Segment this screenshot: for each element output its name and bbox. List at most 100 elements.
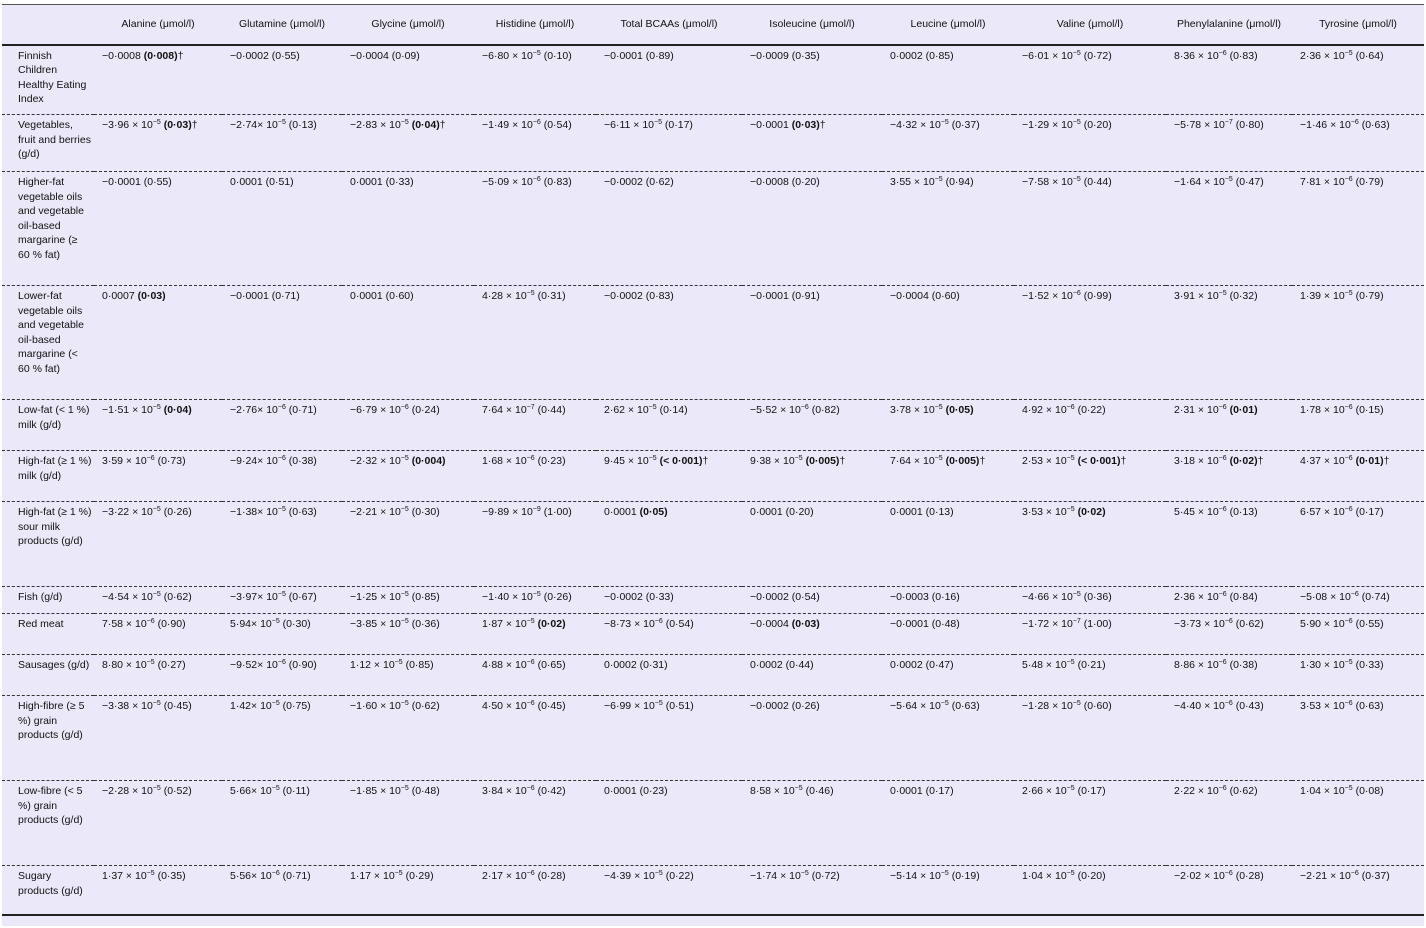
exponent: −6 xyxy=(1218,404,1227,411)
exponent: −9 xyxy=(532,506,541,513)
table-cell: −0·0004 (0·03) xyxy=(742,614,882,655)
cell-text: 1·68 × 10 xyxy=(482,455,527,467)
table-cell: −0·0002 (0·33) xyxy=(596,587,742,614)
cell-text: −9·52× 10 xyxy=(230,659,278,671)
cell-text: † xyxy=(702,455,709,467)
table-cell: −0·0001 (0·71) xyxy=(222,286,342,400)
cell-text: 0·0001 (0·13) xyxy=(890,506,954,518)
table-cell: −4·40 × 10−6 (0·43) xyxy=(1166,696,1292,781)
exponent: −6 xyxy=(277,404,286,411)
exponent: −6 xyxy=(146,618,155,625)
table-cell: −0·0001 (0·91) xyxy=(742,286,882,400)
cell-text: (0·27) xyxy=(154,659,186,671)
exponent: −5 xyxy=(1072,119,1081,126)
table-cell: 5·94× 10−5 (0·30) xyxy=(222,614,342,655)
table-cell: −0·0002 (0·26) xyxy=(742,696,882,781)
exponent: −6 xyxy=(1218,785,1227,792)
cell-text: (0·54) xyxy=(662,618,694,630)
table-cell: −6·80 × 10−5 (0·10) xyxy=(474,45,596,115)
cell-text: (0·75) xyxy=(279,700,311,712)
cell-text: −0·0001 xyxy=(750,119,792,131)
table-cell: −1·72 × 10−7 (1·00) xyxy=(1014,614,1166,655)
table-cell: −9·52× 10−6 (0·90) xyxy=(222,655,342,696)
table-cell: 3·53 × 10−6 (0·63) xyxy=(1292,696,1424,781)
table-cell: −1·74 × 10−5 (0·72) xyxy=(742,866,882,915)
cell-text: −1·52 × 10 xyxy=(1022,290,1073,302)
exponent: −6 xyxy=(1350,870,1359,877)
table-cell: 4·92 × 10−6 (0·22) xyxy=(1014,400,1166,451)
cell-text: 4·92 × 10 xyxy=(1022,404,1067,416)
table-cell: −4·39 × 10−5 (0·22) xyxy=(596,866,742,915)
cell-text: 3·59 × 10 xyxy=(102,455,147,467)
cell-text: 0·0001 (0·17) xyxy=(890,785,954,797)
exponent: −5 xyxy=(654,870,663,877)
table-cell: −6·01 × 10−5 (0·72) xyxy=(1014,45,1166,115)
cell-text: 2·17 × 10 xyxy=(482,870,527,882)
cell-text: −3·96 × 10 xyxy=(102,119,153,131)
cell-text: (0·47) xyxy=(1232,176,1264,188)
header-cell-isoleucine: Isoleucine (μmol/l) xyxy=(742,4,882,46)
table-cell: 2·22 × 10−6 (0·62) xyxy=(1166,781,1292,866)
cell-text: (0·65) xyxy=(534,659,566,671)
exponent: −5 xyxy=(394,659,403,666)
table-cell: −0·0002 (0·62) xyxy=(596,172,742,286)
table-cell: −1·64 × 10−5 (0·47) xyxy=(1166,172,1292,286)
row-label: High-fat (≥ 1 %) milk (g/d) xyxy=(18,455,92,482)
cell-text: −0·0002 (0·55) xyxy=(230,49,300,62)
cell-text: (0·38) xyxy=(1226,659,1258,671)
cell-text: −1·40 × 10 xyxy=(482,591,533,603)
exponent: −6 xyxy=(526,659,535,666)
exponent: −6 xyxy=(1344,404,1353,411)
cell-text: −3·38 × 10 xyxy=(102,700,153,712)
cell-text: −5·64 × 10 xyxy=(890,700,941,712)
cell-text: 1·17 × 10 xyxy=(350,870,395,882)
table-cell: −1·25 × 10−5 (0·85) xyxy=(342,587,474,614)
cell-text: 1·87 × 10 xyxy=(482,618,527,630)
cell-text: −0·0004 (0·09) xyxy=(350,49,420,62)
cell-text: −1·51 × 10 xyxy=(102,404,153,416)
cell-text: (0·85) xyxy=(402,659,434,671)
table-cell: 0·0002 (0·31) xyxy=(596,655,742,696)
table-cell: 1·68 × 10−6 (0·23) xyxy=(474,451,596,502)
cell-text: (0·67) xyxy=(285,591,317,603)
table-row: High-fat (≥ 1 %) milk (g/d) 3·59 × 10 −6 (… xyxy=(2,451,1424,502)
cell-text: −0·0009 (0·35) xyxy=(750,49,820,62)
cell-text: −0·0004 xyxy=(750,618,792,630)
table-cell: −0·0004 (0·09) xyxy=(342,45,474,115)
cell-text: −7·58 × 10 xyxy=(1022,176,1073,188)
exponent: −6 xyxy=(1344,700,1353,707)
cell-text: (0·23) xyxy=(534,455,566,467)
cell-text: (1·00) xyxy=(1080,618,1112,630)
cell-text: 5·48 × 10 xyxy=(1022,659,1067,671)
exponent: −5 xyxy=(800,870,809,877)
table-cell: −0·0002 (0·55) xyxy=(222,45,342,115)
exponent: −6 xyxy=(277,659,286,666)
cell-text: −3·22 × 10 xyxy=(102,506,153,518)
cell-text: (1·00) xyxy=(540,506,572,518)
cell-text: (0·71) xyxy=(279,870,311,882)
table-cell: −7·58 × 10−5 (0·44) xyxy=(1014,172,1166,286)
table-cell: 4·50 × 10−6 (0·45) xyxy=(474,696,596,781)
table-cell: −3·22 × 10−5 (0·26) xyxy=(94,502,222,587)
table-cell: 8·80 × 10−5 (0·27) xyxy=(94,655,222,696)
table-cell: −0·0008 (0·20) xyxy=(742,172,882,286)
cell-text: −4·39 × 10 xyxy=(604,870,655,882)
cell-text: −0·0008 xyxy=(102,49,144,62)
exponent: −6 xyxy=(1344,455,1353,462)
cell-text: 0·0002 (0·44) xyxy=(750,659,814,671)
cell-text: 1·12 × 10 xyxy=(350,659,395,671)
table-cell: −5·78 × 10−7 (0·80) xyxy=(1166,115,1292,172)
table-cell: −3·96 × 10−5 (0·03)† xyxy=(94,115,222,172)
cell-text: (0·46) xyxy=(802,785,834,797)
exponent: −5 xyxy=(526,618,535,625)
cell-text: (0·63) xyxy=(1352,700,1384,712)
exponent: −6 xyxy=(400,404,409,411)
table-cell: −0·0003 (0·16) xyxy=(882,587,1014,614)
table-cell: 1·12 × 10−5 (0·85) xyxy=(342,655,474,696)
exponent: −5 xyxy=(1072,49,1081,57)
cell-text: −9·24× 10 xyxy=(230,455,278,467)
exponent: −5 xyxy=(400,700,409,707)
table-cell: 0·0001 (0·60) xyxy=(342,286,474,400)
cell-text: 2·62 × 10 xyxy=(604,404,649,416)
cell-text: −0·0001 (0·89) xyxy=(604,49,674,62)
